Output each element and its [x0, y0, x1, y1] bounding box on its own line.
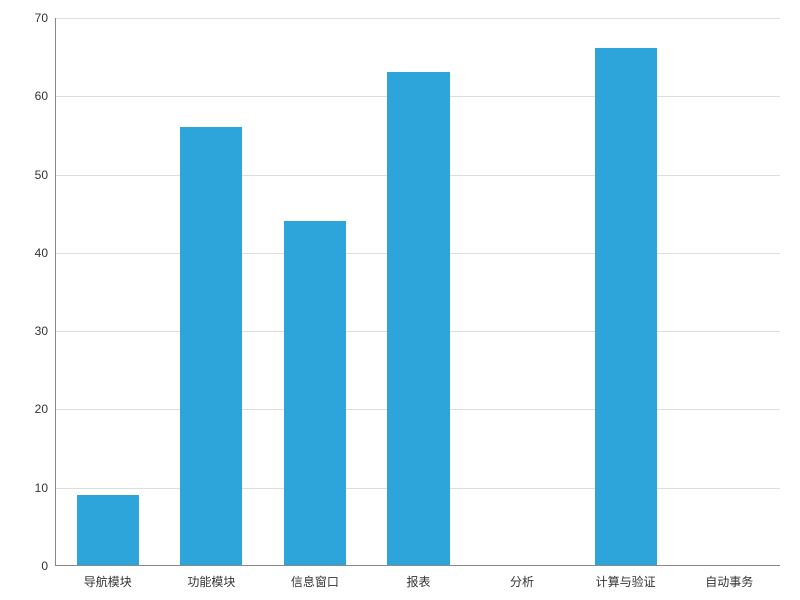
xtick-label: 报表 [406, 565, 430, 590]
ytick-label: 50 [35, 168, 56, 182]
ytick-label: 20 [35, 402, 56, 416]
xtick-label: 计算与验证 [596, 565, 656, 590]
bar [387, 72, 449, 565]
ytick-label: 40 [35, 246, 56, 260]
xtick-label: 自动事务 [705, 565, 753, 590]
bar [284, 221, 346, 565]
bar [595, 48, 657, 565]
ytick-label: 0 [41, 559, 56, 573]
plot-area: 010203040506070导航模块功能模块信息窗口报表分析计算与验证自动事务 [55, 18, 780, 566]
xtick-label: 功能模块 [187, 565, 235, 590]
ytick-label: 70 [35, 11, 56, 25]
bar-chart: 0 10 20 30 40 50 60 70 导航模块 功能模块 信息窗口 报表 分析 计算与验证 自动事务 [0, 0, 800, 600]
ytick-label: 30 [35, 324, 56, 338]
ytick-label: 60 [35, 89, 56, 103]
xtick-label: 信息窗口 [291, 565, 339, 590]
xtick-label: 导航模块 [84, 565, 132, 590]
bar [180, 127, 242, 565]
gridline [56, 18, 780, 19]
bar [77, 495, 139, 565]
xtick-label: 分析 [510, 565, 534, 590]
ytick-label: 10 [35, 481, 56, 495]
